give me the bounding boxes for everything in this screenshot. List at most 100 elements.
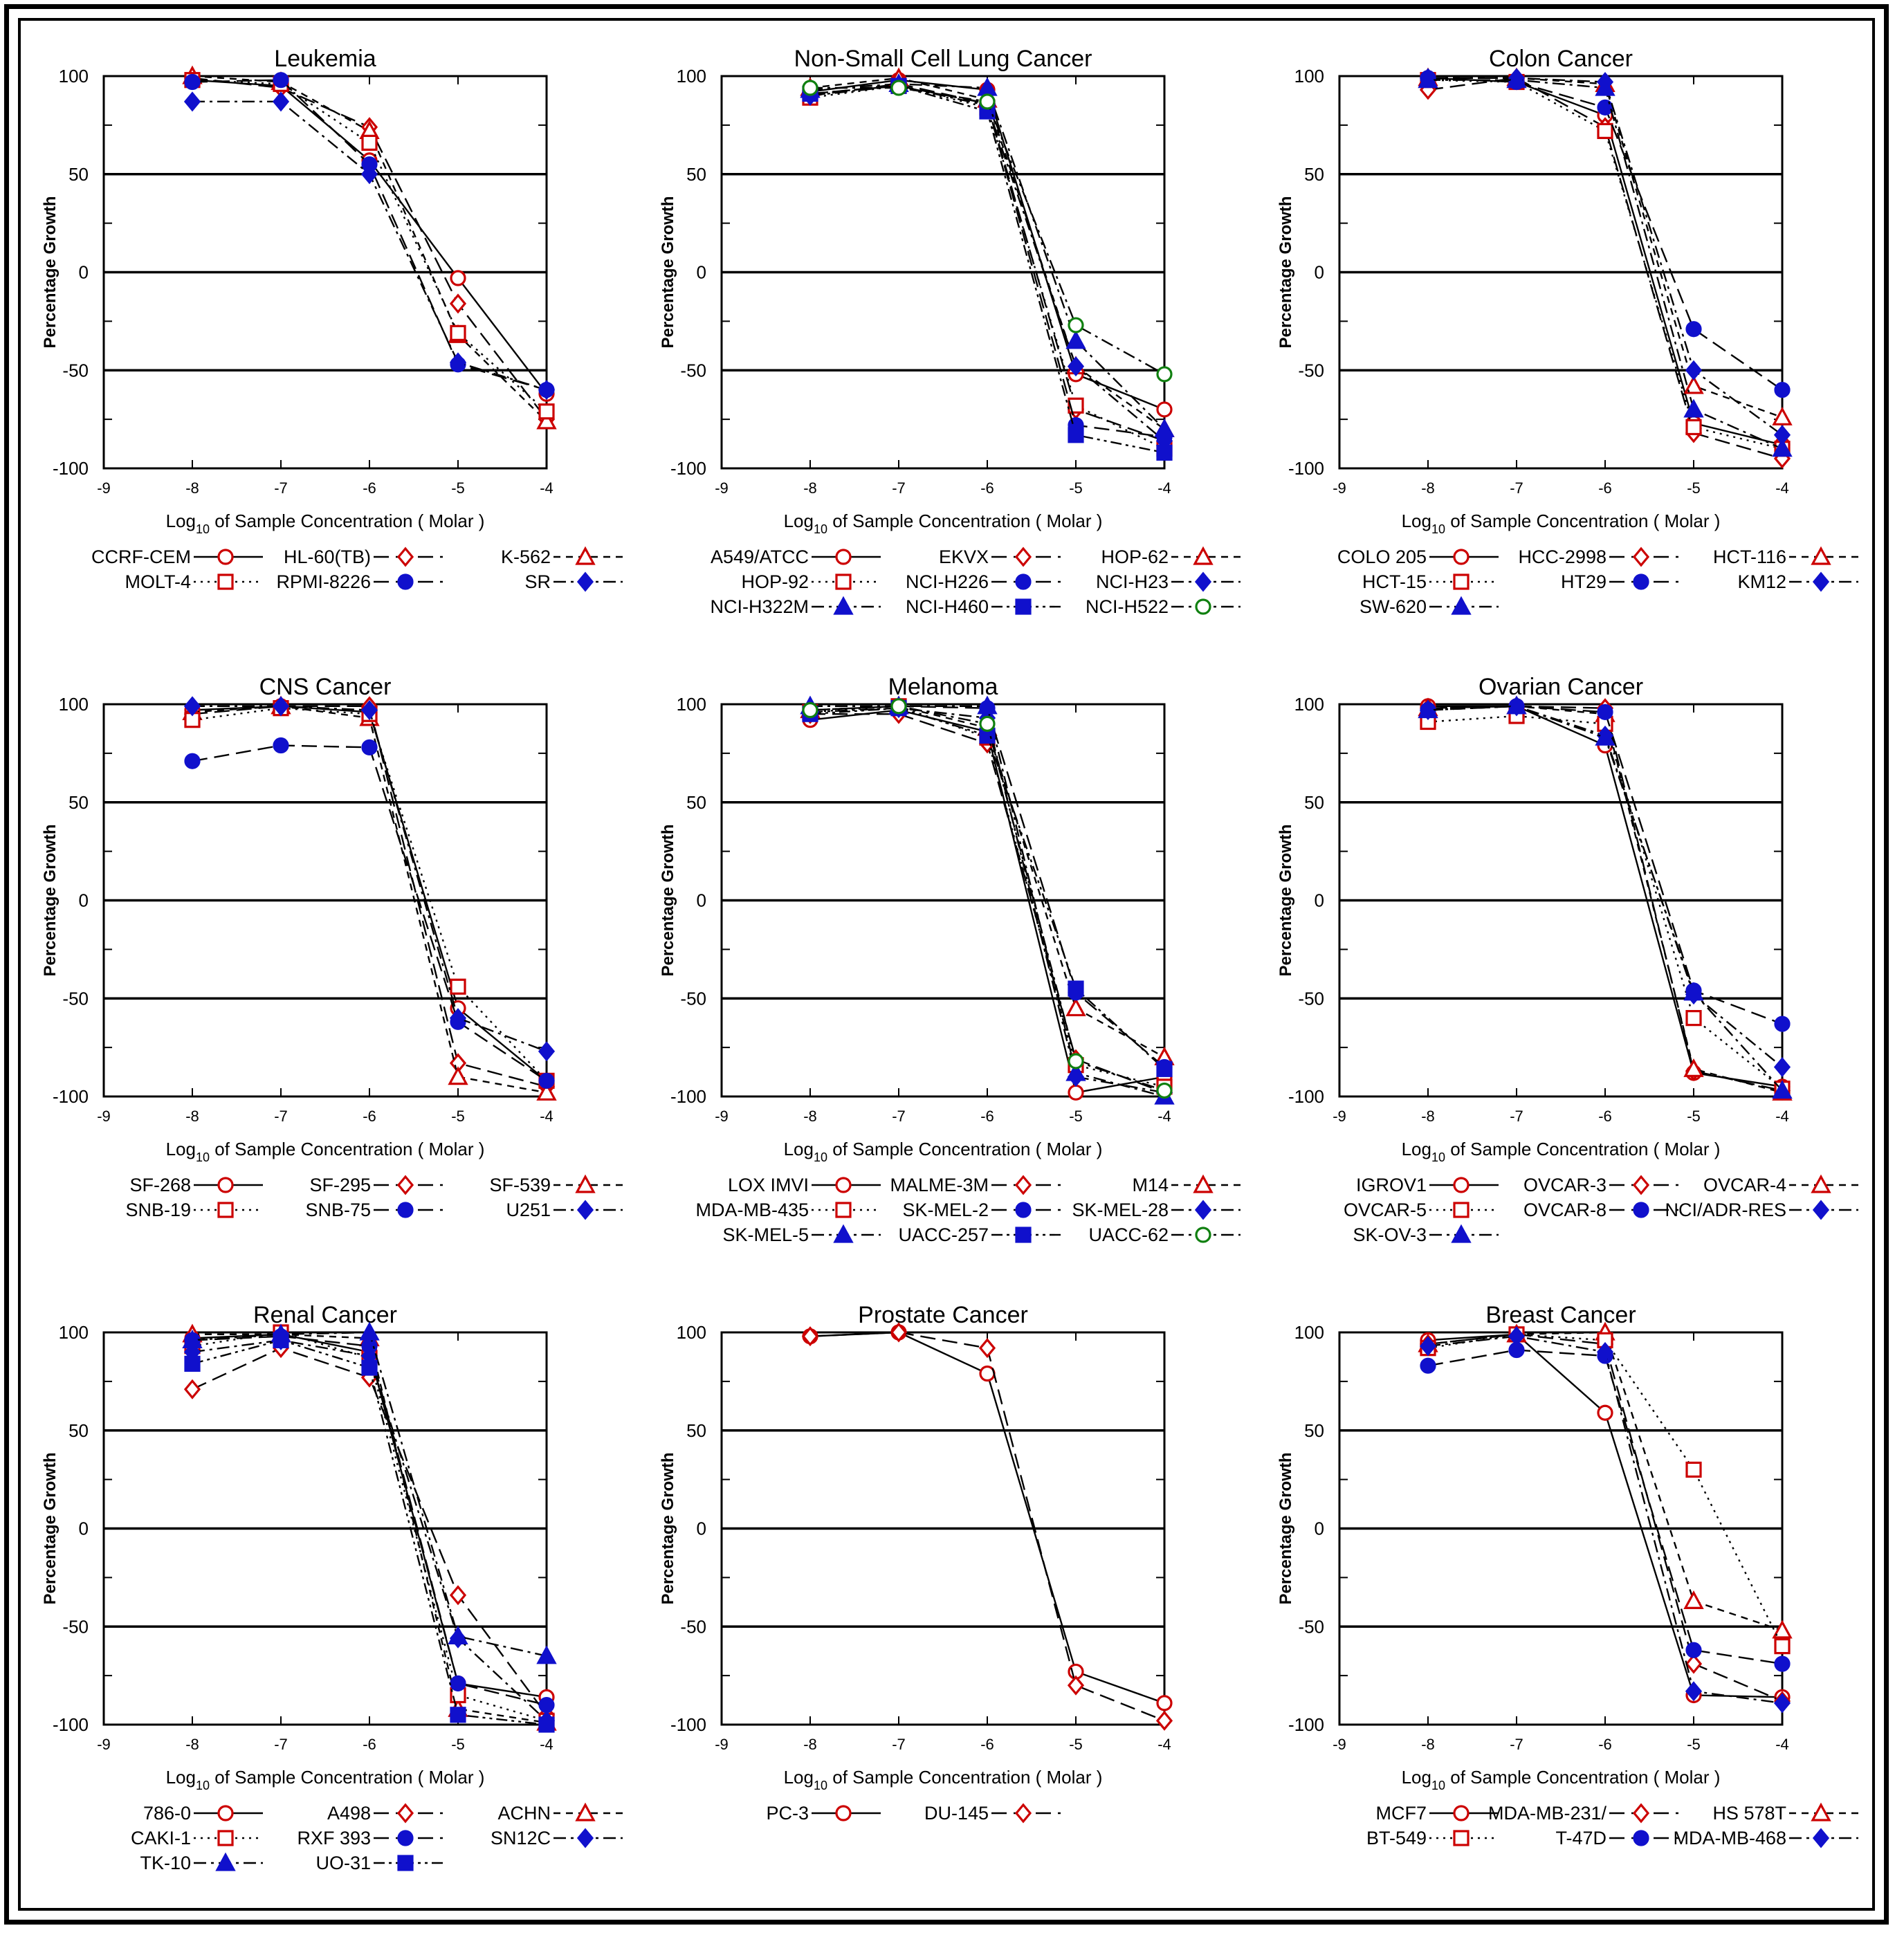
legend-entry: HL-60(TB) <box>284 547 443 567</box>
y-tick-label: -50 <box>680 360 706 380</box>
legend-entry: SW-620 <box>1360 596 1499 617</box>
data-point <box>1595 77 1615 96</box>
legend-label: CAKI-1 <box>131 1828 191 1848</box>
legend-entry: SR <box>524 571 623 592</box>
x-axis-label-rest: of Sample Concentration ( Molar ) <box>1445 1767 1720 1788</box>
y-axis-label: Percentage Growth <box>41 196 60 348</box>
y-tick-label: -100 <box>53 1086 89 1107</box>
x-axis-label-log: Log <box>166 511 196 531</box>
data-point <box>184 73 201 91</box>
data-point <box>449 1585 467 1606</box>
x-tick-label: -7 <box>1510 479 1523 497</box>
x-tick-label: -4 <box>540 1108 553 1125</box>
legend-marker <box>1194 571 1212 592</box>
x-tick-label: -5 <box>1069 1736 1083 1753</box>
legend-label: LOX IMVI <box>728 1175 809 1195</box>
series-4 <box>184 737 555 1089</box>
data-point <box>1155 1710 1173 1731</box>
legend-label: TK-10 <box>140 1853 191 1873</box>
data-point <box>1068 427 1084 443</box>
data-point <box>1068 397 1084 414</box>
data-point <box>1154 418 1175 437</box>
y-tick-label: -100 <box>1288 1086 1324 1107</box>
legend-marker <box>1633 1202 1649 1218</box>
y-axis-label: Percentage Growth <box>659 1452 677 1604</box>
legend-marker <box>1453 1202 1470 1218</box>
data-point <box>538 1697 555 1714</box>
x-axis-label-log: Log <box>1402 511 1431 531</box>
data-point <box>450 270 466 286</box>
data-point <box>1419 1336 1437 1357</box>
series-6 <box>1418 69 1793 457</box>
legend-entry: UACC-257 <box>898 1224 1061 1245</box>
y-tick-label: 100 <box>1294 1322 1324 1343</box>
legend-marker <box>1015 1227 1032 1243</box>
chart-panel-8: 100 50 0 -50 -100 -9 -8 -7 -6 -5 -4 Prostate Cancer… <box>659 1302 1173 1824</box>
legend-entry: MOLT-4 <box>125 571 263 592</box>
legend-marker <box>1812 571 1830 592</box>
legend-label: OVCAR-3 <box>1523 1175 1606 1195</box>
y-tick-label: 0 <box>79 890 89 911</box>
data-point <box>184 753 201 769</box>
x-axis-label-rest: of Sample Concentration ( Molar ) <box>1445 1139 1720 1159</box>
chart-title: CNS Cancer <box>259 674 392 700</box>
legend-label: K-562 <box>501 547 551 567</box>
legend-entry: BT-549 <box>1366 1828 1499 1848</box>
x-tick-label: -5 <box>1069 479 1083 497</box>
data-point <box>890 698 907 715</box>
y-tick-label: -100 <box>1288 458 1324 479</box>
data-point <box>1683 398 1704 418</box>
legend-label: A549/ATCC <box>711 547 809 567</box>
y-tick-label: 100 <box>677 1322 706 1343</box>
x-tick-label: -8 <box>1421 1108 1435 1125</box>
x-axis-label-log: Log <box>784 511 814 531</box>
chart-panel-4: 100 50 0 -50 -100 -9 -8 -7 -6 -5 -4 CNS Cancer Perce… <box>41 674 623 1220</box>
data-point <box>1774 381 1791 398</box>
y-tick-label: 50 <box>1304 164 1324 185</box>
data-point <box>1420 1357 1436 1374</box>
data-point <box>1597 1404 1613 1421</box>
legend-marker <box>1453 1177 1470 1193</box>
x-tick-label: -4 <box>1157 479 1171 497</box>
y-tick-label: 100 <box>677 66 706 86</box>
chart-title: Non-Small Cell Lung Cancer <box>794 46 1092 72</box>
legend-entry: SF-295 <box>309 1175 443 1195</box>
y-tick-label: -50 <box>680 988 706 1009</box>
legend-marker <box>1632 1175 1650 1195</box>
legend-entry: COLO 205 <box>1337 547 1499 567</box>
data-point <box>1156 1082 1173 1099</box>
legend-marker <box>396 547 414 567</box>
data-point <box>183 1379 201 1399</box>
x-tick-label: -9 <box>97 479 111 497</box>
legend-label: 786-0 <box>143 1803 191 1824</box>
x-axis-label-subscript: 10 <box>196 1779 210 1792</box>
legend-label: U251 <box>506 1200 551 1220</box>
legend-entry: EKVX <box>939 547 1061 567</box>
series-1 <box>801 1322 1173 1731</box>
legend-entry: PC-3 <box>766 1803 881 1824</box>
y-tick-label: 50 <box>1304 792 1324 813</box>
legend-label: T-47D <box>1555 1828 1606 1848</box>
data-point <box>361 1359 378 1376</box>
y-tick-label: 0 <box>697 1518 706 1539</box>
y-tick-label: 50 <box>1304 1420 1324 1441</box>
data-point <box>273 737 289 754</box>
legend-entry: MDA-MB-231/ <box>1488 1803 1678 1824</box>
data-point <box>1156 1061 1173 1077</box>
data-point <box>1597 99 1613 116</box>
legend-entry: HCT-15 <box>1362 571 1499 592</box>
legend-entry: T-47D <box>1555 1828 1678 1848</box>
legend-label: UACC-257 <box>898 1224 989 1245</box>
legend-entry: HOP-62 <box>1101 546 1241 567</box>
legend-label: A498 <box>327 1803 371 1824</box>
data-point <box>1067 356 1085 377</box>
y-axis-label: Percentage Growth <box>1276 1452 1295 1604</box>
legend-entry: SNB-19 <box>125 1200 263 1220</box>
legend-entry: NCI-H322M <box>710 596 881 617</box>
x-tick-label: -6 <box>1598 479 1612 497</box>
data-point <box>450 324 466 341</box>
x-tick-label: -8 <box>1421 479 1435 497</box>
legend-marker <box>1015 598 1032 615</box>
legend-marker <box>1453 1805 1470 1821</box>
legend-entry: DU-145 <box>924 1803 1061 1824</box>
